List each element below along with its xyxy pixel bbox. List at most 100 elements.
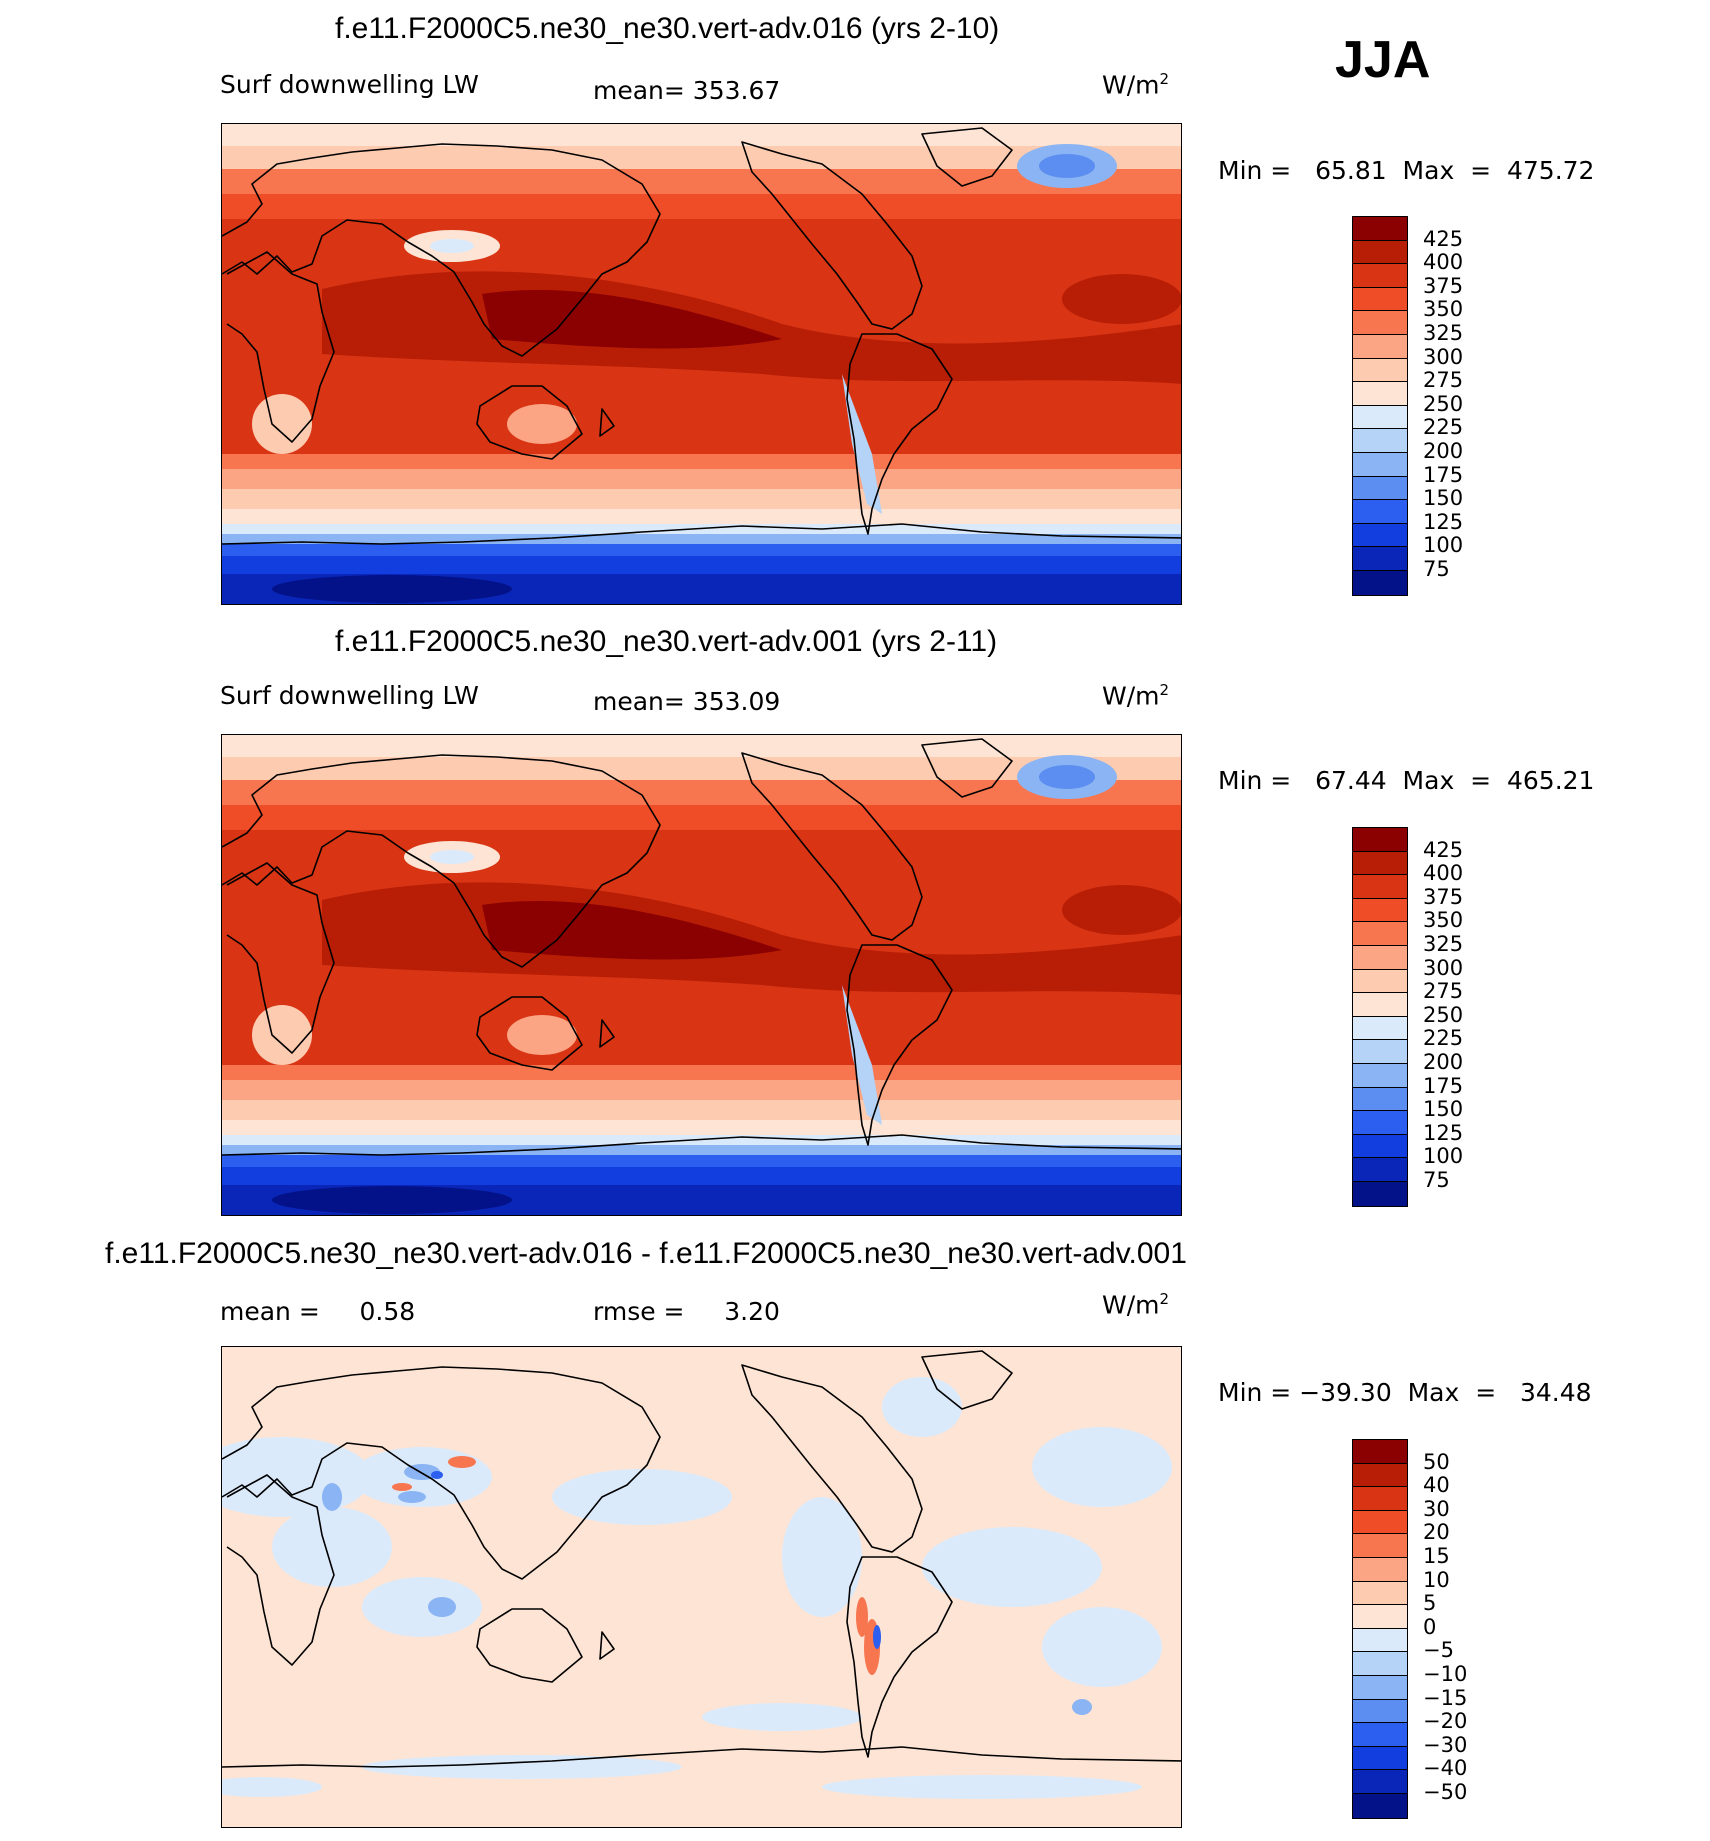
panel-3-minmax: Min = −39.30 Max = 34.48 [1218,1378,1592,1407]
colorbar-tick-label: 225 [1423,1026,1464,1051]
panel-1-title: f.e11.F2000C5.ne30_ne30.vert-adv.016 (yr… [335,12,1000,45]
colorbar-swatch [1353,851,1407,876]
colorbar-swatch [1353,523,1407,548]
colorbar-swatch [1353,240,1407,265]
colorbar-swatch [1353,1040,1407,1064]
colorbar-tick-label: 40 [1423,1473,1450,1498]
colorbar-tick-label: 325 [1423,932,1464,956]
colorbar-swatch [1353,1770,1407,1794]
panel-2-map [221,734,1182,1216]
colorbar-swatch [1353,334,1407,359]
colorbar-tick-label: 125 [1423,1120,1464,1145]
colorbar-tick-label: −15 [1423,1685,1468,1710]
colorbar-tick-label: −10 [1423,1662,1468,1686]
colorbar-swatch [1353,500,1407,524]
colorbar-tick-label: 275 [1423,368,1464,393]
colorbar-tick-label: 15 [1423,1544,1450,1568]
panel-2-colorbar [1352,827,1408,1207]
panel-1-mean-label: mean= 353.67 [593,76,781,105]
colorbar-tick-label: −5 [1423,1638,1454,1663]
colorbar-swatch [1353,1746,1407,1771]
panel-3-units-label: W/m2 [1102,1290,1170,1320]
panel-3-map-svg [222,1347,1181,1827]
colorbar-swatch [1353,264,1407,288]
colorbar-tick-label: 125 [1423,509,1464,534]
colorbar-swatch [1353,1087,1407,1112]
colorbar-swatch [1353,1699,1407,1724]
colorbar-swatch [1353,1605,1407,1629]
panel-3-mean-label: mean = 0.58 [220,1297,416,1326]
colorbar-tick-label: 150 [1423,486,1464,511]
colorbar-tick-label: −40 [1423,1756,1468,1781]
colorbar-swatch [1353,1793,1407,1818]
panel-1-variable-label: Surf downwelling LW [220,70,479,99]
colorbar-tick-label: 150 [1423,1097,1464,1122]
colorbar-tick-label: 350 [1423,908,1464,933]
colorbar-swatch [1353,1510,1407,1535]
colorbar-tick-label: 325 [1423,321,1464,345]
panel-1-units-label: W/m2 [1102,70,1170,100]
colorbar-swatch [1353,945,1407,970]
colorbar-tick-label: 50 [1423,1449,1450,1474]
panel-2-variable-label: Surf downwelling LW [220,681,479,710]
colorbar-swatch [1353,358,1407,383]
panel-2-title: f.e11.F2000C5.ne30_ne30.vert-adv.001 (yr… [335,625,998,658]
colorbar-swatch [1353,993,1407,1017]
colorbar-swatch [1353,1440,1407,1464]
panel-2-minmax: Min = 67.44 Max = 465.21 [1218,766,1595,795]
colorbar-swatch [1353,1652,1407,1676]
colorbar-tick-label: 175 [1423,462,1464,487]
colorbar-swatch [1353,405,1407,430]
panel-2-units-label: W/m2 [1102,681,1170,711]
colorbar-tick-label: 400 [1423,861,1464,886]
colorbar-tick-label: 20 [1423,1520,1450,1545]
colorbar-swatch [1353,382,1407,406]
colorbar-tick-label: −30 [1423,1732,1468,1757]
colorbar-tick-label: −20 [1423,1709,1468,1734]
colorbar-swatch [1353,1181,1407,1206]
panel-2-mean-label: mean= 353.09 [593,687,781,716]
panel-1-minmax: Min = 65.81 Max = 475.72 [1218,156,1595,185]
colorbar-swatch [1353,1063,1407,1088]
colorbar-tick-label: 175 [1423,1073,1464,1098]
colorbar-tick-label: −50 [1423,1780,1468,1804]
colorbar-swatch [1353,1557,1407,1582]
season-label: JJA [1335,31,1431,89]
colorbar-tick-label: 30 [1423,1496,1450,1521]
colorbar-tick-label: 425 [1423,226,1464,251]
colorbar-swatch [1353,570,1407,595]
colorbar-tick-label: 75 [1423,557,1450,581]
panel-1-map [221,123,1182,605]
colorbar-swatch [1353,1463,1407,1488]
colorbar-tick-label: 10 [1423,1567,1450,1592]
colorbar-swatch [1353,452,1407,477]
colorbar-tick-label: 275 [1423,979,1464,1004]
colorbar-tick-label: 300 [1423,955,1464,980]
panel-3-rmse-label: rmse = 3.20 [593,1297,780,1326]
colorbar-swatch [1353,1534,1407,1558]
colorbar-swatch [1353,287,1407,312]
colorbar-swatch [1353,875,1407,899]
panel-2-map-svg [222,735,1181,1215]
colorbar-swatch [1353,1134,1407,1159]
colorbar-tick-label: 100 [1423,1144,1464,1169]
colorbar-swatch [1353,898,1407,923]
colorbar-tick-label: 425 [1423,837,1464,862]
colorbar-tick-label: 200 [1423,439,1464,463]
colorbar-tick-label: 400 [1423,250,1464,275]
colorbar-swatch [1353,311,1407,335]
colorbar-tick-label: 225 [1423,415,1464,440]
panel-1-map-svg [222,124,1181,604]
colorbar-tick-label: 375 [1423,273,1464,298]
colorbar-swatch [1353,922,1407,946]
colorbar-swatch [1353,828,1407,852]
colorbar-tick-label: 75 [1423,1168,1450,1192]
colorbar-tick-label: 375 [1423,884,1464,909]
colorbar-swatch [1353,1487,1407,1511]
panel-1-colorbar [1352,216,1408,596]
colorbar-swatch [1353,969,1407,994]
colorbar-tick-label: 100 [1423,533,1464,558]
colorbar-swatch [1353,1016,1407,1041]
colorbar-swatch [1353,1628,1407,1653]
colorbar-tick-label: 300 [1423,344,1464,369]
